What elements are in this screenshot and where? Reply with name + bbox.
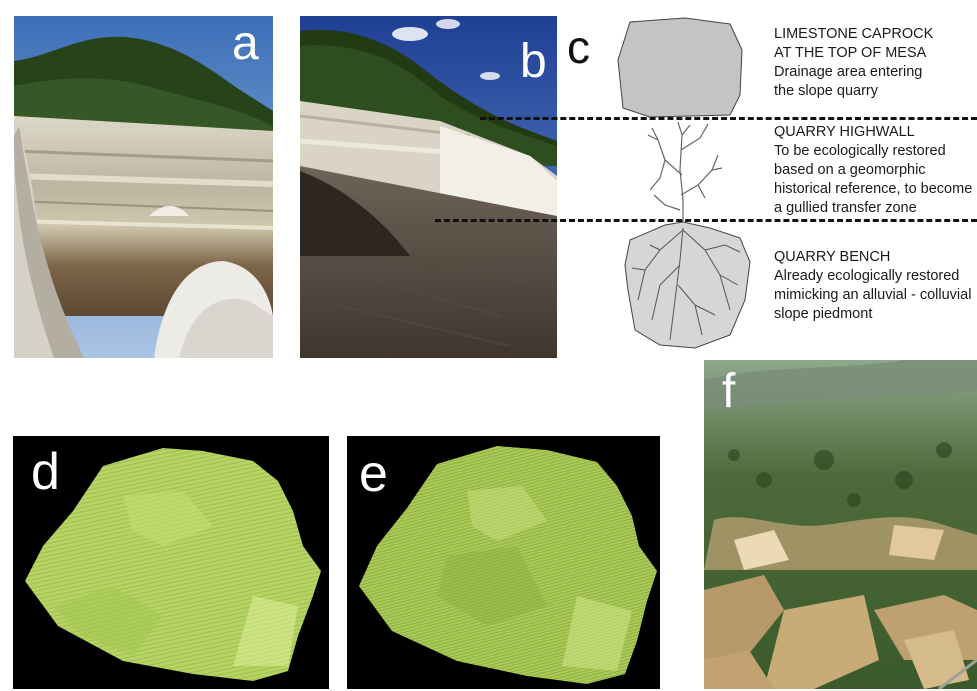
mesh-panel-d: d <box>13 436 329 689</box>
caprock-title: LIMESTONE CAPROCK AT THE TOP OF MESA <box>774 26 934 61</box>
quarry-highwall-photo <box>14 16 273 358</box>
boundary-line-bottom <box>435 219 977 222</box>
highwall-gully-network <box>647 121 723 245</box>
panel-label-f: f <box>722 365 736 418</box>
diagram-panel-c: c LIMESTONE CAPR <box>435 0 977 360</box>
mesh-panel-e: e <box>347 436 660 689</box>
highwall-title: QUARRY HIGHWALL <box>774 124 915 140</box>
terrain-mesh-model-d <box>25 448 321 681</box>
bench-title: QUARRY BENCH <box>774 249 891 265</box>
caprock-shape <box>617 17 743 118</box>
caprock-description: Drainage area entering the slope quarry <box>774 64 923 99</box>
drainage-diagram <box>617 17 751 349</box>
bench-shape <box>624 221 751 349</box>
aerial-landscape-photo <box>704 360 977 689</box>
panel-label-a: a <box>232 17 259 70</box>
photo-panel-f: f <box>704 360 977 689</box>
panel-label-d: d <box>31 443 60 501</box>
bench-channel-network <box>631 227 741 341</box>
quarry-bench-photo <box>300 16 557 358</box>
panel-label-b: b <box>520 35 547 88</box>
panel-label-c: c <box>567 21 590 73</box>
terrain-mesh-model-e <box>359 446 657 684</box>
boundary-line-top <box>480 117 977 120</box>
photo-panel-a: a <box>14 16 273 358</box>
photo-panel-b: b <box>300 16 557 358</box>
highwall-description: To be ecologically restored based on a g… <box>774 143 973 216</box>
bench-description: Already ecologically restored mimicking … <box>774 268 972 322</box>
panel-label-e: e <box>359 445 388 503</box>
